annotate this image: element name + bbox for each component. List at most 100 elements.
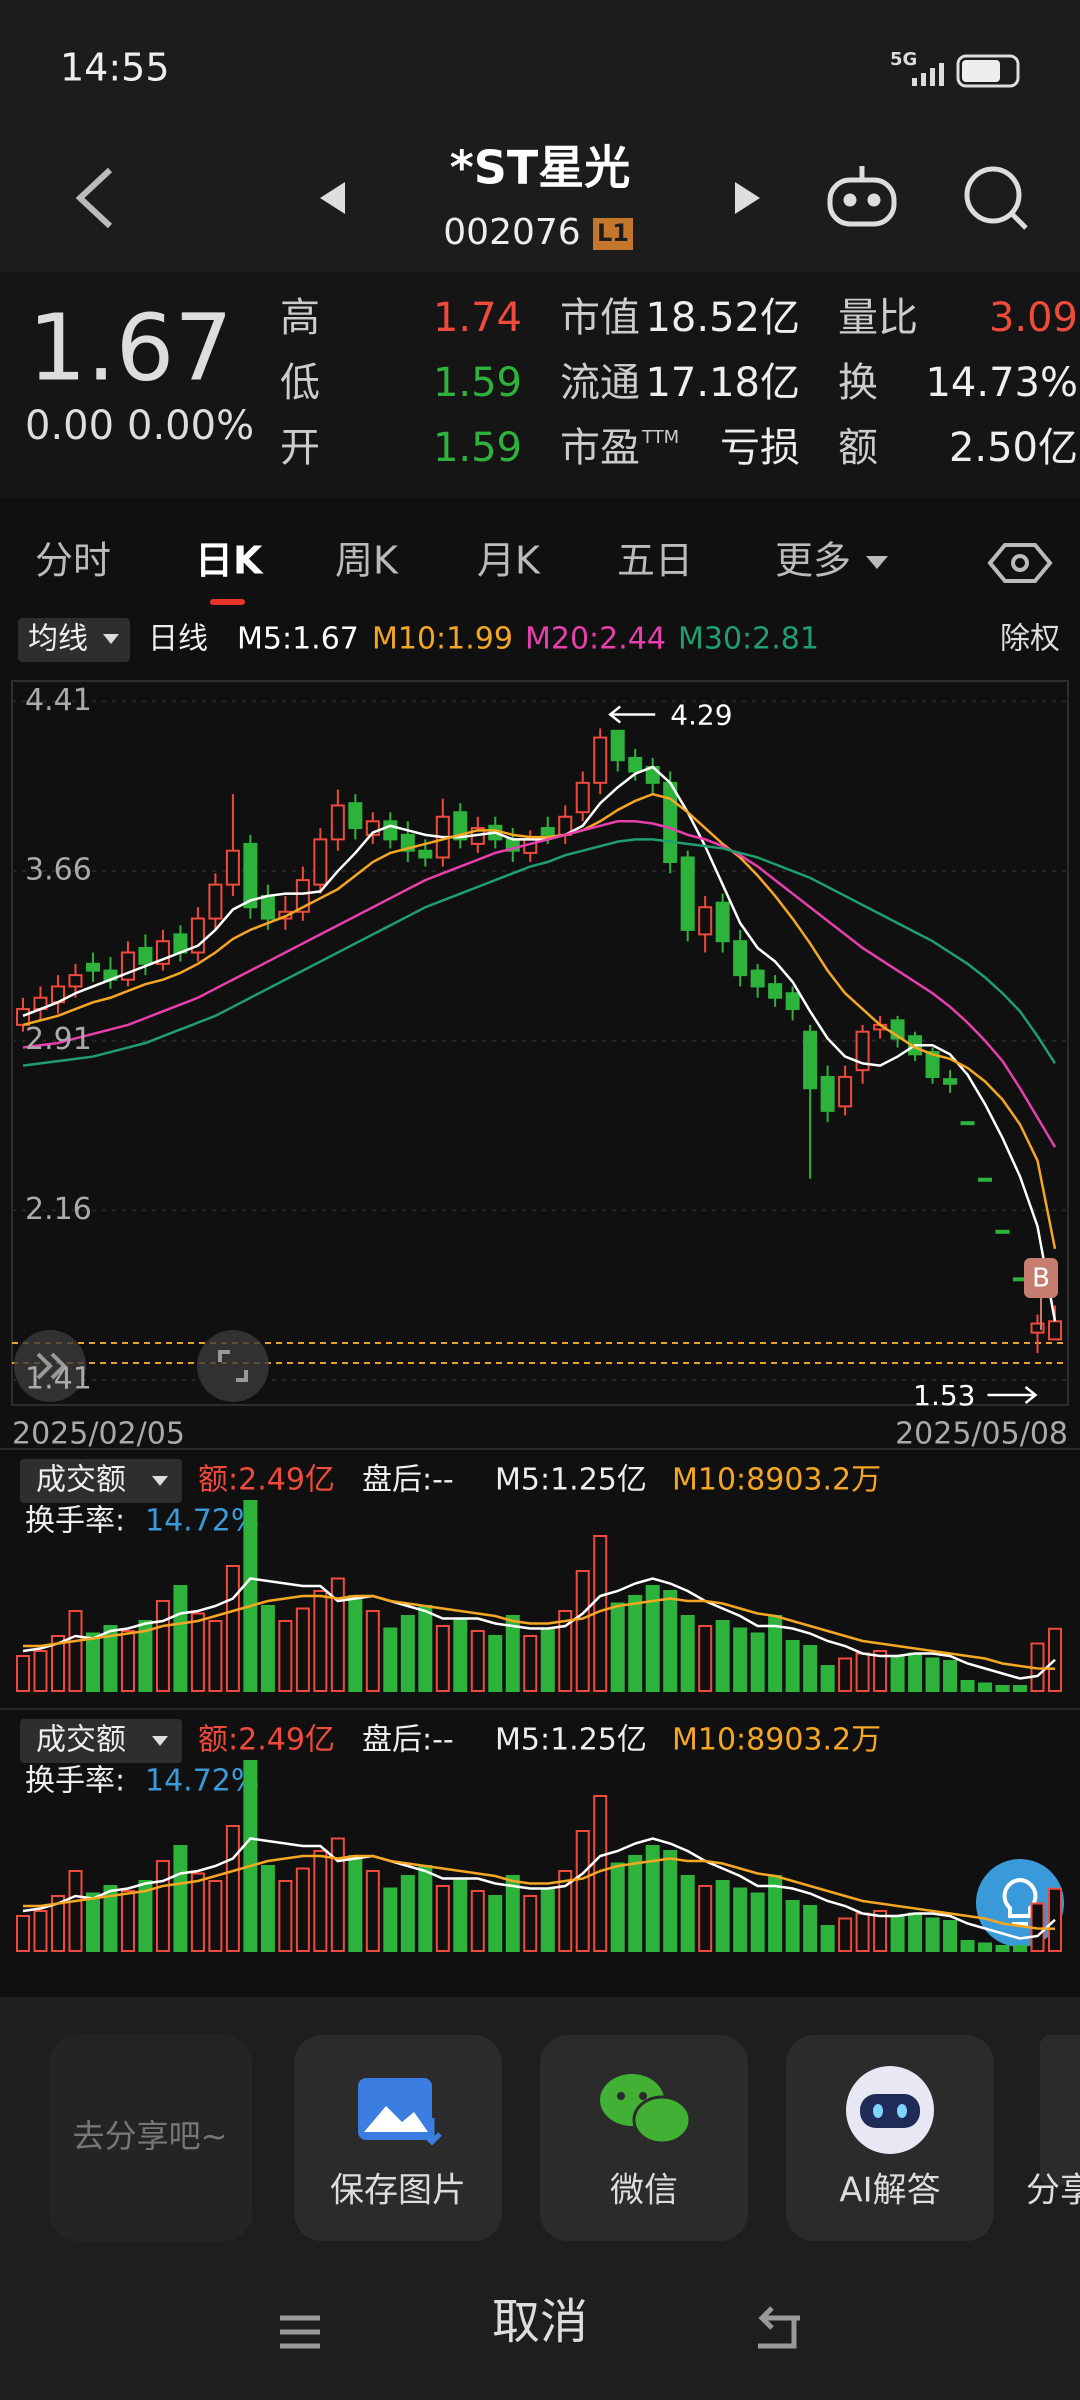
stock-code: 002076 <box>443 212 580 253</box>
wechat-icon <box>600 2074 692 2145</box>
volume-bar <box>855 1652 870 1692</box>
candle-body <box>820 1075 835 1112</box>
stat-value: 3.09 <box>989 295 1078 341</box>
volume-select[interactable] <box>20 1719 182 1763</box>
y-tick-label: 2.16 <box>25 1192 92 1227</box>
candle-body <box>313 838 328 886</box>
stat-value: 17.18亿 <box>645 360 800 406</box>
volume-bar <box>925 1657 940 1692</box>
tab[interactable]: 周K <box>335 539 399 583</box>
volume-bar <box>645 1845 660 1952</box>
volume-bar <box>260 1605 275 1692</box>
volume-bar <box>873 1910 888 1952</box>
volume-ma-line <box>23 1854 1056 1930</box>
volume-bar <box>278 1620 293 1692</box>
share-action[interactable]: 分享 <box>1026 2171 1080 2211</box>
volume-bar <box>85 1632 100 1692</box>
robot-button[interactable] <box>827 166 897 227</box>
volume-bar <box>173 1845 188 1952</box>
volume-bar <box>1013 1945 1028 1952</box>
start-date: 2025/02/05 <box>12 1417 185 1452</box>
fullscreen-icon <box>218 1350 248 1382</box>
share-action[interactable]: 保存图片 <box>330 2171 466 2211</box>
volume-bar <box>295 1607 310 1692</box>
save-image-icon <box>358 2078 442 2146</box>
ma-line <box>22 820 1057 1148</box>
search-button[interactable] <box>964 166 1028 230</box>
volume-bar <box>68 1870 83 1952</box>
adjust: 除权 <box>1000 622 1060 657</box>
volume-bar <box>348 1855 363 1952</box>
volume-bar <box>243 1760 258 1952</box>
menu-button[interactable] <box>280 2315 320 2349</box>
stat-label: 量比 <box>838 295 918 341</box>
volume-m10: M10:8903.2万 <box>672 1723 881 1758</box>
candle-body <box>225 849 240 886</box>
level: L1 <box>597 219 629 247</box>
volume-bar <box>610 1862 625 1952</box>
stat-value: 1.59 <box>433 360 522 406</box>
period: 日线 <box>148 622 208 657</box>
volume-bar <box>16 1915 30 1952</box>
share-action[interactable]: AI解答 <box>839 2171 940 2211</box>
tab[interactable]: 日K <box>195 539 264 583</box>
volume-bar <box>295 1867 310 1952</box>
fullscreen-button[interactable] <box>197 1330 269 1402</box>
volume-ma-line <box>22 1837 1056 1940</box>
ma-line <box>22 838 1057 1067</box>
stat-label: 市值 <box>560 295 640 341</box>
change-pct: 0.00% <box>127 403 254 449</box>
tab[interactable]: 更多 <box>775 539 851 583</box>
stat-label: 开 <box>280 425 320 471</box>
volume-bar <box>435 1885 450 1952</box>
stat-label: 高 <box>280 295 320 341</box>
ma-select[interactable] <box>18 618 130 662</box>
candle-body <box>838 1075 853 1108</box>
ma-label: M5:1.67 <box>237 622 359 657</box>
prev-stock[interactable] <box>320 182 345 214</box>
volume-bar <box>890 1915 905 1952</box>
after-hours: 盘后:-- <box>362 1463 454 1498</box>
turnover-label: 换手率: <box>25 1764 125 1799</box>
volume-bar <box>803 1645 818 1692</box>
volume-bar <box>978 1942 993 1952</box>
volume-bar <box>488 1635 503 1692</box>
volume-bar <box>470 1890 485 1952</box>
back-nav-button[interactable] <box>758 2306 800 2349</box>
more-arrow <box>866 556 888 569</box>
tab[interactable]: 月K <box>477 539 541 583</box>
candle-body <box>1030 1322 1045 1334</box>
volume-bar <box>715 1880 730 1952</box>
volume-select[interactable] <box>20 1459 182 1503</box>
clock: 14:55 <box>60 46 170 90</box>
tab[interactable]: 五日 <box>617 539 693 583</box>
volume-bar <box>873 1650 888 1692</box>
ma-label: M20:2.44 <box>525 622 666 657</box>
volume-bar <box>558 1870 573 1952</box>
cancel-button[interactable]: 取消 <box>492 2294 588 2350</box>
volume-bar <box>313 1850 328 1952</box>
volume-bar <box>33 1650 48 1692</box>
volume-bar <box>715 1620 730 1692</box>
volume-ma-line <box>22 1577 1056 1680</box>
change: 0.00 <box>25 403 114 449</box>
candle-body <box>663 781 678 863</box>
candle-body <box>943 1078 958 1085</box>
volume-bar <box>85 1892 100 1952</box>
share-card[interactable] <box>1040 2035 1080 2185</box>
settings-button[interactable] <box>987 543 1053 583</box>
tab[interactable]: 分时 <box>35 539 111 583</box>
back-button[interactable] <box>75 167 113 229</box>
volume-bar <box>575 1830 590 1952</box>
volume-bar <box>173 1585 188 1692</box>
y-tick-label: 3.66 <box>25 853 92 888</box>
volume-bar <box>663 1850 678 1952</box>
next-stock[interactable] <box>735 182 760 214</box>
stat-label: 市盈 <box>560 425 640 471</box>
ma-label: M10:1.99 <box>372 622 513 657</box>
share-card[interactable] <box>49 2035 252 2241</box>
candle-body <box>750 969 765 988</box>
buy-marker-label: B <box>1032 1264 1050 1294</box>
chart-frame <box>11 680 1069 1406</box>
share-action[interactable]: 微信 <box>610 2171 678 2211</box>
